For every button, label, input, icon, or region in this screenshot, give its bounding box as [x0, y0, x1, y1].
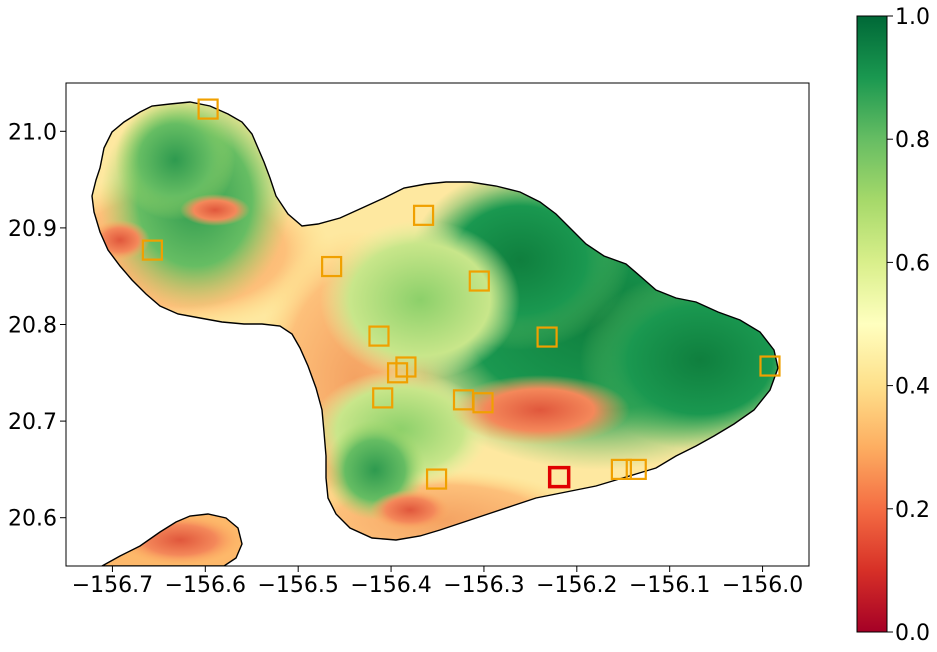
x-tick-label: −156.6: [165, 573, 246, 598]
site-marker: [610, 458, 632, 480]
x-tick-label: −156.2: [536, 573, 617, 598]
y-tick-label: 21.0: [8, 120, 57, 145]
colorbar-tick-label: 0.2: [895, 498, 930, 523]
site-marker: [468, 270, 490, 292]
x-tick-label: −156.3: [443, 573, 524, 598]
y-tick-label: 20.9: [8, 217, 57, 242]
colorbar-ticks: 0.0 0.2 0.4 0.6 0.8 1.0: [887, 5, 930, 646]
x-axis: −156.7 −156.6 −156.5 −156.4 −156.3 −156.2 −156…: [72, 566, 803, 598]
site-marker: [536, 326, 558, 348]
x-tick-label: −156.1: [629, 573, 710, 598]
colorbar-gradient: [856, 15, 888, 633]
colorbar: 0.0 0.2 0.4 0.6 0.8 1.0: [856, 5, 930, 646]
site-marker: [141, 239, 163, 261]
site-marker: [625, 458, 647, 480]
colorbar-tick-label: 0.4: [895, 375, 930, 400]
x-tick-label: −156.5: [257, 573, 338, 598]
site-marker: [472, 392, 494, 414]
site-marker: [321, 255, 343, 278]
x-tick-label: −156.0: [722, 573, 803, 598]
colorbar-tick-label: 0.0: [895, 621, 930, 646]
colorbar-tick-label: 1.0: [895, 5, 930, 30]
site-marker: [395, 356, 417, 378]
site-marker: [368, 325, 390, 347]
x-tick-label: −156.4: [350, 573, 431, 598]
site-marker: [386, 362, 409, 384]
colorbar-tick-label: 0.6: [895, 251, 930, 276]
site-marker: [759, 355, 781, 377]
site-marker: [372, 387, 394, 409]
site-marker: [197, 98, 219, 120]
colorbar-tick-label: 0.8: [895, 128, 930, 153]
site-marker: [412, 204, 435, 226]
x-tick-label: −156.7: [72, 573, 153, 598]
y-tick-label: 20.6: [8, 507, 57, 532]
y-tick-label: 20.8: [8, 314, 57, 339]
site-marker: [425, 468, 448, 490]
y-tick-label: 20.7: [8, 410, 57, 435]
marker-layer: [141, 98, 781, 490]
highlighted-site-marker: [547, 465, 571, 489]
y-axis: 20.6 20.7 20.8 20.9 21.0: [8, 120, 66, 532]
map-plot-area: [65, 82, 810, 567]
